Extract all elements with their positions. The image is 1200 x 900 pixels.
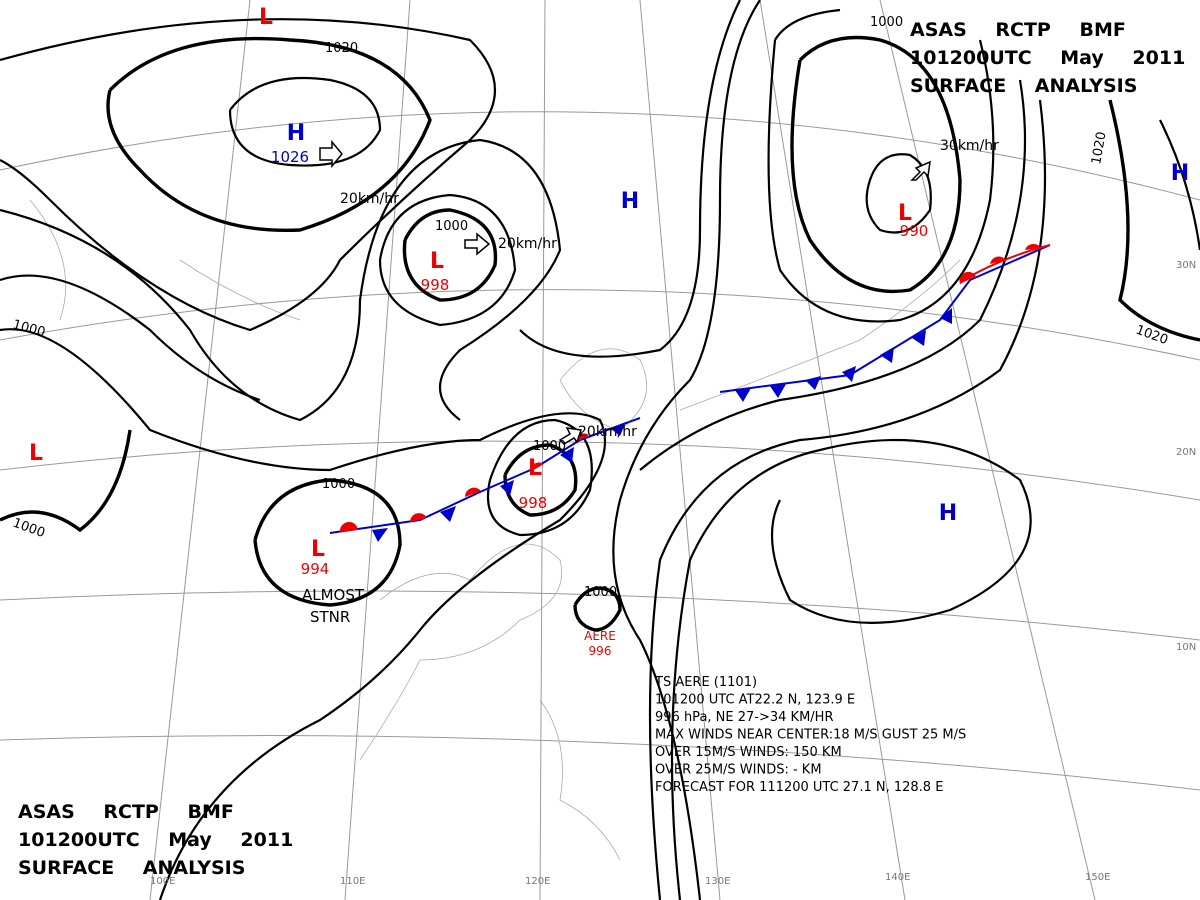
system-letter: H [287, 121, 305, 146]
storm-info-line: FORECAST FOR 111200 UTC 27.1 N, 128.8 E [655, 780, 943, 795]
header-line: 101200UTC May 2011 [18, 829, 293, 851]
storm-info-line: TS AERE (1101) [654, 675, 757, 690]
storm-info-line: OVER 25M/S WINDS: - KM [655, 763, 822, 778]
system-value: 998 [421, 276, 450, 294]
isobar-label: 1000 [435, 219, 468, 234]
annotation: STNR [310, 608, 350, 626]
isobar-label: 1000 [322, 477, 355, 492]
annotation: ALMOST [302, 586, 365, 604]
motion-label: 30km/hr [940, 138, 999, 154]
isobar-label: 1020 [325, 41, 358, 56]
latitude-label: 10N [1176, 642, 1196, 653]
motion-label: 20km/hr [578, 424, 637, 440]
longitude-label: 120E [525, 876, 550, 887]
header-line: SURFACE ANALYSIS [910, 75, 1137, 97]
longitude-label: 140E [885, 872, 910, 883]
isobar-label: 1020 [1089, 130, 1110, 165]
longitude-label: 150E [1085, 872, 1110, 883]
storm-pressure: 996 [589, 644, 612, 658]
longitude-label: 130E [705, 876, 730, 887]
system-letter: H [621, 189, 639, 214]
header-line: ASAS RCTP BMF [910, 19, 1126, 41]
system-letter: L [29, 441, 43, 466]
system-letter: H [1171, 161, 1189, 186]
latitude-label: 20N [1176, 447, 1196, 458]
system-letter: L [430, 249, 444, 274]
system-value: 1026 [271, 148, 309, 166]
isobar-label: 1000 [584, 585, 617, 600]
storm-info-line: MAX WINDS NEAR CENTER:18 M/S GUST 25 M/S [655, 728, 966, 743]
system-letter: L [259, 5, 273, 30]
system-value: 990 [900, 222, 929, 240]
system-letter: H [939, 501, 957, 526]
storm-info: TS AERE (1101) 101200 UTC AT22.2 N, 123.9… [654, 675, 966, 795]
isobar-label: 1000 [870, 15, 903, 30]
system-value: 994 [301, 560, 330, 578]
header-line: SURFACE ANALYSIS [18, 857, 245, 879]
system-value: 998 [519, 494, 548, 512]
front [329, 243, 1051, 542]
header-line: 101200UTC May 2011 [910, 47, 1185, 69]
storm-info-line: 996 hPa, NE 27->34 KM/HR [655, 710, 833, 725]
motion-label: 20km/hr [498, 236, 557, 252]
isobar-label: 1000 [533, 439, 566, 454]
longitude-label: 110E [340, 876, 365, 887]
motion-label: 20km/hr [340, 191, 399, 207]
storm-name: AERE [584, 629, 616, 643]
storm-info-line: OVER 15M/S WINDS: 150 KM [655, 745, 842, 760]
storm-info-line: 101200 UTC AT22.2 N, 123.9 E [655, 693, 855, 708]
system-letter: L [898, 201, 912, 226]
system-letter: L [528, 456, 542, 481]
motion-arrows [319, 139, 931, 445]
latitude-label: 30N [1176, 260, 1196, 271]
longitude-label: 100E [150, 876, 175, 887]
header-line: ASAS RCTP BMF [18, 801, 234, 823]
system-letter: L [311, 537, 325, 562]
